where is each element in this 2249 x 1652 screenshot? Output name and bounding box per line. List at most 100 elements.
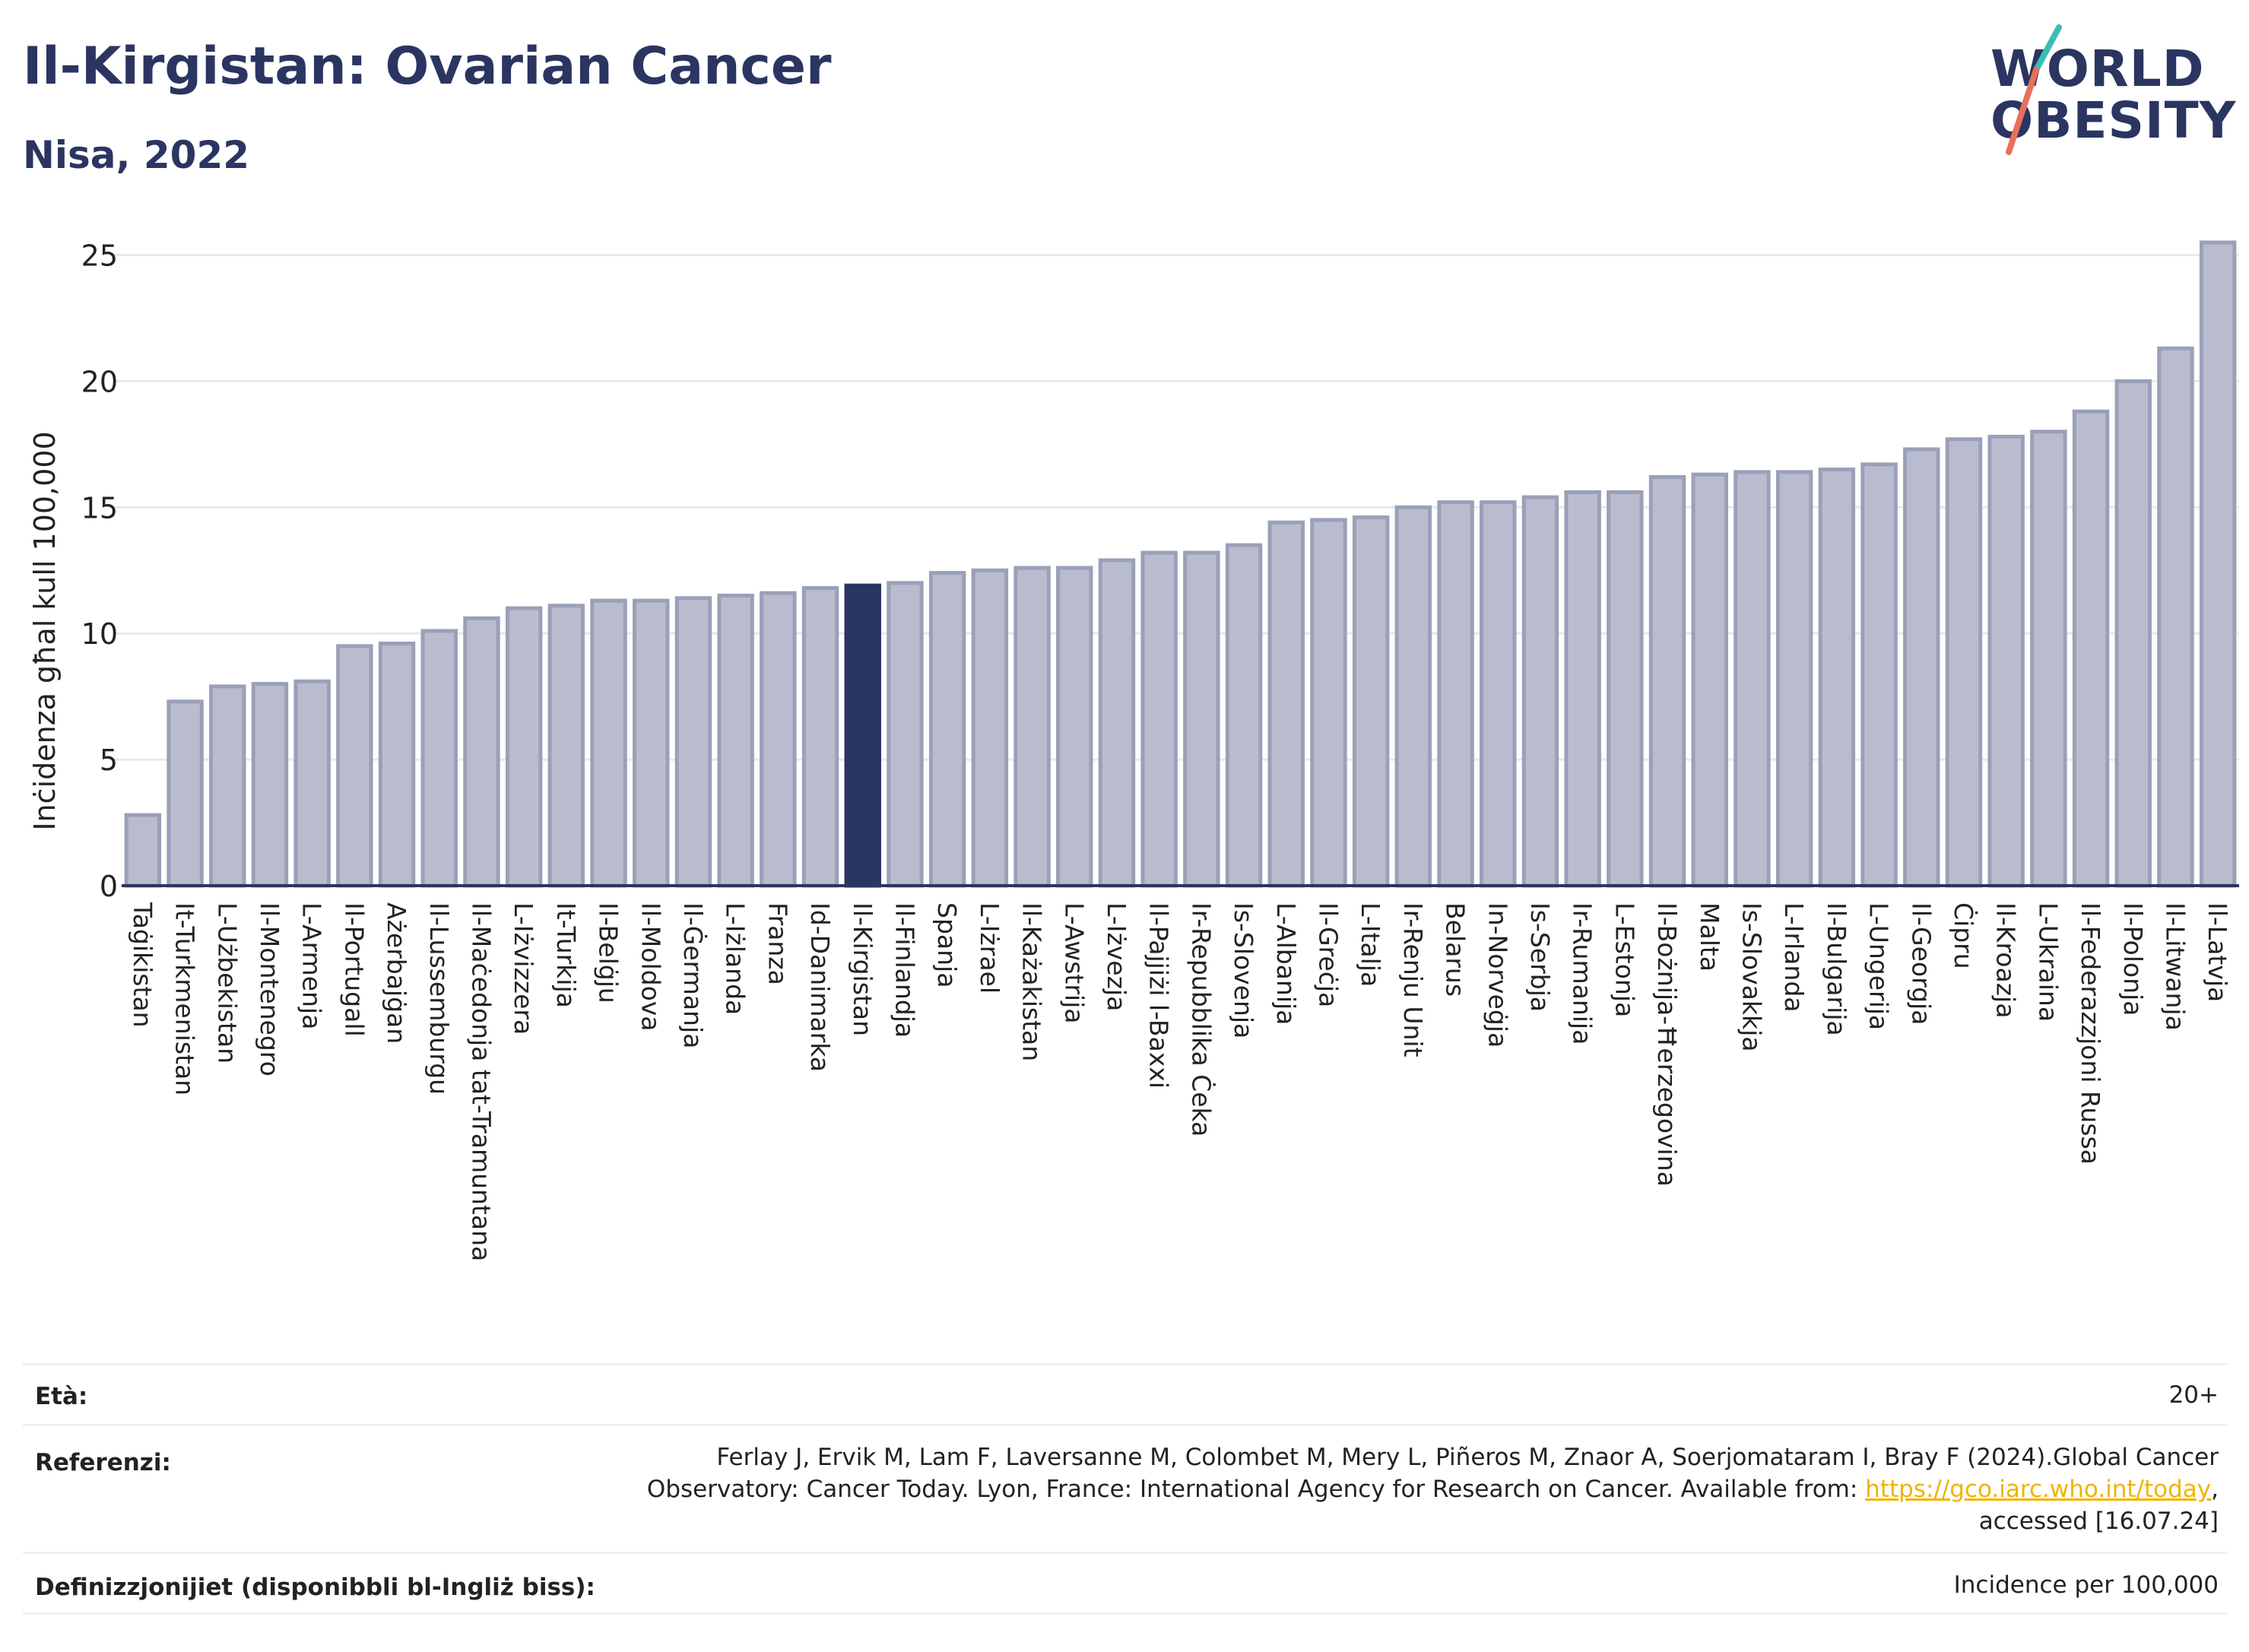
y-axis: 0 5 10 15 20 25	[81, 239, 118, 904]
bar-22	[1056, 566, 1093, 888]
x-tick-label: L-Italja	[1356, 902, 1385, 987]
x-tick-label: L-Estonja	[1610, 902, 1639, 1017]
x-tick-label: Il-Polonja	[2118, 902, 2148, 1016]
bar-40	[1818, 468, 1856, 888]
y-tick-label: 15	[81, 491, 118, 525]
references-text: Ferlay J, Ervik M, Lam F, Laversanne M, …	[647, 1441, 2219, 1537]
x-tick-label: Ir-Repubblika Ċeka	[1186, 902, 1216, 1137]
x-tick-label: Il-Każakistan	[1017, 902, 1047, 1061]
reference-line-2-text: Observatory: Cancer Today. Lyon, France:…	[646, 1476, 1866, 1503]
x-tick-label: L-Awstrija	[1059, 902, 1089, 1023]
reference-line-2: Observatory: Cancer Today. Lyon, France:…	[647, 1473, 2219, 1505]
x-tick-label: L-Ungerija	[1864, 902, 1894, 1030]
x-tick-label: Il-Federazzjoni Russa	[2076, 902, 2105, 1165]
info-row-references: Referenzi: Ferlay J, Ervik M, Lam F, Lav…	[23, 1424, 2228, 1554]
bar-6	[378, 641, 416, 888]
x-tick-label: Taġikistan	[128, 902, 157, 1028]
x-tick-label: L-Armenja	[297, 902, 327, 1029]
y-tick-label: 0	[100, 870, 118, 903]
x-tick-label: Malta	[1695, 902, 1724, 972]
bar-36	[1648, 474, 1686, 888]
info-table-bottom-border	[23, 1612, 2228, 1615]
x-tick-label: Il-Finlandja	[890, 902, 919, 1038]
x-tick-label: L-Ukraina	[2033, 902, 2063, 1022]
bar-43	[1945, 437, 1983, 888]
x-tick-label: Il-Montenegro	[255, 902, 284, 1076]
bar-13	[674, 596, 712, 888]
bar-26	[1225, 543, 1263, 888]
bar-11	[590, 598, 627, 888]
bar-41	[1860, 462, 1898, 888]
bar-18	[887, 581, 924, 888]
references-label: Referenzi:	[35, 1449, 171, 1476]
bar-48	[2157, 346, 2194, 888]
bar-12	[633, 598, 670, 888]
bar-chart: 0 5 10 15 20 25 Taġikistan It-Turkmenistan L-Uż…	[28, 239, 2239, 1261]
x-tick-label: It-Turkija	[551, 902, 581, 1008]
bar-46	[2072, 409, 2110, 888]
definitions-value: Incidence per 100,000	[1953, 1571, 2219, 1599]
x-tick-label: Franza	[763, 902, 792, 985]
bar-33	[1521, 495, 1559, 888]
bar-1	[167, 699, 204, 888]
x-tick-label: Ċipru	[1949, 902, 1979, 969]
x-tick-label: Is-Serbja	[1525, 902, 1555, 1012]
x-tick-label: Il-Pajjiżi l-Baxxi	[1144, 902, 1174, 1089]
x-tick-label: Il-Lussemburgu	[424, 902, 454, 1095]
bar-5	[336, 644, 373, 888]
bar-23	[1098, 558, 1136, 888]
x-tick-label: L-Iżvezja	[1102, 902, 1131, 1011]
info-row-definitions: Definizzjonijiet (disponibbli bl-Ingliż …	[23, 1552, 2228, 1615]
x-tick-label: Id-Danimarka	[805, 902, 835, 1072]
bar-0	[124, 813, 162, 888]
x-tick-label: L-Albanija	[1271, 902, 1301, 1025]
bar-21	[1013, 566, 1051, 888]
x-tick-label: Is-Slovenja	[1229, 902, 1258, 1038]
x-tick-label: Il-Maċedonja tat-Tramuntana	[466, 902, 496, 1261]
x-tick-label: It-Turkmenistan	[170, 902, 200, 1096]
x-tick-label: L-Irlanda	[1779, 902, 1809, 1013]
bar-49	[2199, 240, 2237, 888]
bar-28	[1310, 518, 1347, 888]
x-axis: Taġikistan It-Turkmenistan L-Użbekistan Il-…	[122, 884, 2239, 1261]
definitions-label: Definizzjonijiet (disponibbli bl-Ingliż …	[35, 1574, 595, 1601]
x-tick-label: L-Iżlanda	[721, 902, 750, 1015]
y-tick-label: 20	[81, 365, 118, 398]
world-obesity-logo: WORLD OBESITY	[1977, 23, 2235, 167]
bars	[124, 240, 2237, 888]
reference-line-3: accessed [16.07.24]	[1978, 1508, 2219, 1535]
bar-39	[1775, 470, 1813, 888]
bar-19	[928, 571, 966, 888]
bar-32	[1480, 500, 1517, 888]
bar-31	[1437, 500, 1474, 888]
bar-10	[547, 604, 585, 888]
y-tick-label: 5	[100, 744, 118, 777]
bar-42	[1903, 447, 1940, 888]
reference-link[interactable]: https://gco.iarc.who.int/today	[1865, 1476, 2212, 1503]
x-tick-label: Spanja	[932, 902, 962, 988]
bar-34	[1564, 490, 1601, 888]
bar-20	[971, 568, 1009, 888]
bar-44	[1987, 434, 2025, 888]
bar-4	[293, 679, 331, 888]
logo-line-2: OBESITY	[1990, 91, 2237, 150]
x-tick-label: Ir-Rumanija	[1568, 902, 1597, 1045]
x-tick-label: Il-Bulgarija	[1822, 902, 1851, 1036]
reference-line-1: Ferlay J, Ervik M, Lam F, Laversanne M, …	[716, 1444, 2219, 1471]
reference-line-2-end: ,	[2211, 1476, 2219, 1503]
x-tick-label: Belarus	[1441, 902, 1470, 997]
x-tick-label: Il-Kroazja	[1991, 902, 2021, 1018]
bar-37	[1691, 472, 1728, 888]
bar-3	[251, 682, 289, 888]
x-tick-label: Ażerbajġan	[382, 902, 411, 1044]
bar-47	[2114, 379, 2152, 888]
x-tick-label: Il-Ġermanja	[678, 902, 709, 1048]
bar-8	[463, 616, 500, 888]
logo-slash-icon	[2006, 24, 2062, 155]
info-row-age: Età: 20+	[23, 1363, 2228, 1426]
x-tick-label: L-Iżvizzera	[509, 902, 538, 1035]
bar-16	[801, 585, 839, 888]
x-tick-label: Il-Moldova	[636, 902, 665, 1032]
age-value: 20+	[2168, 1381, 2219, 1409]
bar-35	[1607, 490, 1644, 888]
